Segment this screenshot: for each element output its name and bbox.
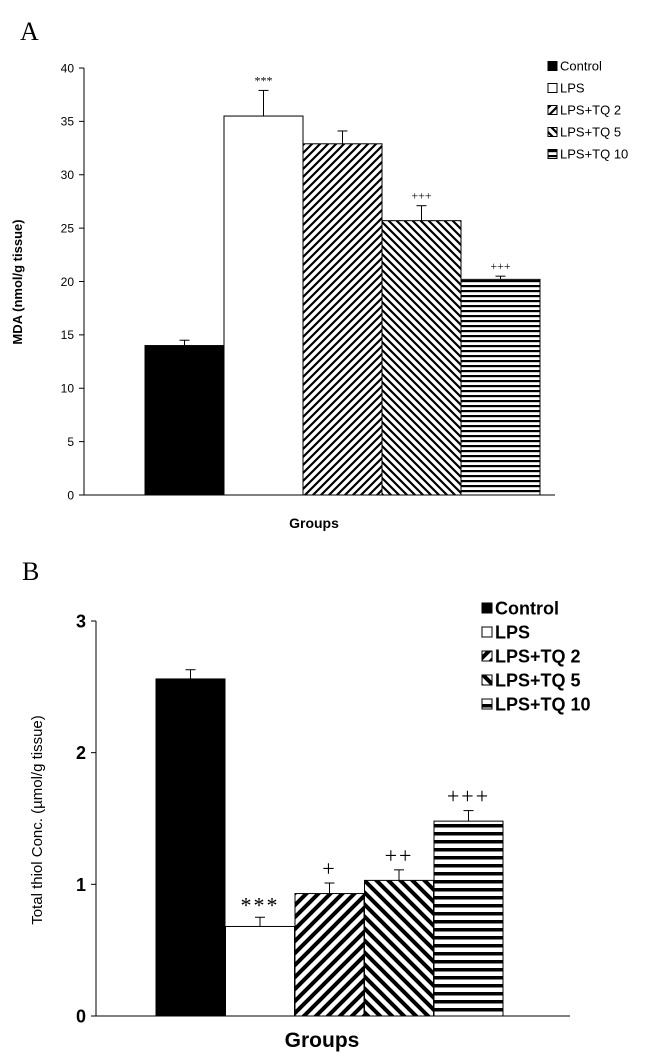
panel-a-legend-label: Control	[560, 59, 602, 74]
panel-b-legend-swatch	[481, 602, 493, 614]
panel-a-letter: A	[20, 17, 39, 46]
panel-b-legend-item-3: LPS+TQ 2	[481, 646, 581, 666]
panel-a-y-tick-label: 35	[61, 115, 75, 129]
panel-a-x-axis-label: Groups	[289, 515, 339, 531]
panel-b-annotation-4: ++	[385, 843, 414, 868]
panel-a-legend-item-3: LPS+TQ 2	[547, 103, 621, 118]
panel-a-bar-5	[460, 278, 541, 496]
panel-b-legend-item-1: Control	[481, 598, 559, 618]
panel-a-legend: Control LPS LPS+TQ 2 LPS+TQ 5 LPS+TQ 10	[547, 59, 628, 162]
panel-b-legend-swatch	[481, 698, 493, 710]
panel-b-legend-item-5: LPS+TQ 10	[481, 694, 591, 714]
panel-b-x-axis-label: Groups	[285, 1029, 360, 1052]
panel-a-legend-label: LPS+TQ 5	[560, 125, 621, 140]
panel-a-y-tick-label: 20	[61, 275, 75, 289]
panel-a-error-bar-4	[416, 205, 427, 221]
panel-a-legend-label: LPS+TQ 10	[560, 147, 628, 162]
panel-a-y-tick-label: 5	[67, 435, 74, 449]
panel-a-legend-label: LPS	[560, 81, 585, 96]
panel-a-bar-2	[223, 115, 304, 496]
panel-b-y-tick-label: 3	[76, 611, 86, 631]
panel-a-y-tick-label: 30	[61, 168, 75, 182]
panel-a-legend-swatch	[547, 149, 558, 159]
panel-a-legend-swatch	[547, 61, 558, 71]
panel-b-bar-3	[294, 893, 365, 1017]
panel-b-y-tick-label: 1	[76, 875, 86, 895]
panel-a-bar-4	[381, 220, 462, 496]
panel-a-error-bar-3	[337, 130, 348, 144]
panel-b-bar-2	[225, 925, 295, 1017]
panel-b-bar-1	[155, 678, 226, 1017]
panel-b-letter: B	[22, 557, 39, 586]
panel-a-y-tick-label: 25	[61, 221, 75, 235]
panel-a-annotation-5: +++	[490, 259, 511, 273]
panel-b-y-tick-label: 0	[76, 1006, 86, 1026]
panel-a-legend-swatch	[547, 127, 558, 137]
panel-b-legend-label: LPS	[495, 622, 530, 642]
panel-a-bar-3	[302, 143, 383, 496]
panel-b-legend-swatch	[481, 626, 493, 638]
panel-b-error-bar-3	[324, 882, 335, 894]
panel-a-legend-label: LPS+TQ 2	[560, 103, 621, 118]
panel-b-annotation-2: ***	[241, 892, 280, 917]
panel-b-legend-swatch	[481, 650, 493, 662]
panel-a-annotation-2: ***	[255, 73, 273, 87]
panel-a-error-bar-5	[495, 275, 506, 280]
panel-a: A MDA (nmol/g tissue) Groups 0 5 10 15 20 25 3…	[10, 17, 628, 531]
panel-a-legend-item-5: LPS+TQ 10	[547, 147, 628, 162]
panel-b-legend-item-4: LPS+TQ 5	[481, 670, 581, 690]
panel-a-error-bar-2	[258, 89, 269, 117]
panel-a-y-tick-label: 40	[61, 61, 75, 75]
panel-b-annotation-5: +++	[447, 784, 490, 809]
panel-b-y-axis-label: Total thiol Conc. (µmol/g tissue)	[29, 715, 46, 925]
panel-b-legend-label: LPS+TQ 5	[495, 670, 581, 690]
panel-b-bar-4	[364, 879, 434, 1017]
panel-b: B Total thiol Conc. (µmol/g tissue) Grou…	[22, 557, 591, 1052]
panel-a-y-tick-label: 15	[61, 328, 75, 342]
panel-a-annotation-4: +++	[411, 189, 432, 203]
panel-b-annotation-3: +	[322, 856, 336, 881]
panel-b-error-bar-5	[463, 810, 474, 822]
panel-a-legend-swatch	[547, 105, 558, 115]
panel-b-error-bar-2	[255, 916, 265, 927]
panel-b-legend: Control LPS LPS+TQ 2 LPS+TQ 5 LPS+TQ 10	[481, 598, 591, 714]
panel-b-legend-label: Control	[495, 598, 559, 618]
panel-a-y-tick-label: 0	[67, 488, 74, 502]
panel-a-error-bar-1	[179, 339, 190, 346]
panel-a-bar-1	[144, 345, 225, 496]
panel-a-legend-item-1: Control	[547, 59, 602, 74]
panel-a-y-axis-label: MDA (nmol/g tissue)	[10, 219, 25, 344]
panel-b-legend-swatch	[481, 674, 493, 686]
panel-b-legend-label: LPS+TQ 10	[495, 694, 591, 714]
panel-a-y-tick-label: 10	[61, 382, 75, 396]
panel-b-legend-item-2: LPS	[481, 622, 530, 642]
panel-b-error-bar-4	[394, 869, 404, 881]
panel-a-legend-item-2: LPS	[547, 81, 585, 96]
panel-b-y-tick-label: 2	[76, 743, 86, 763]
panel-b-error-bar-1	[185, 669, 196, 679]
panel-a-plot: 0 5 10 15 20 25 30 35 40 *** +++ +++	[61, 61, 555, 502]
panel-a-legend-swatch	[547, 83, 558, 93]
panel-b-bar-5	[433, 820, 504, 1017]
panel-a-legend-item-4: LPS+TQ 5	[547, 125, 621, 140]
panel-b-legend-label: LPS+TQ 2	[495, 646, 581, 666]
